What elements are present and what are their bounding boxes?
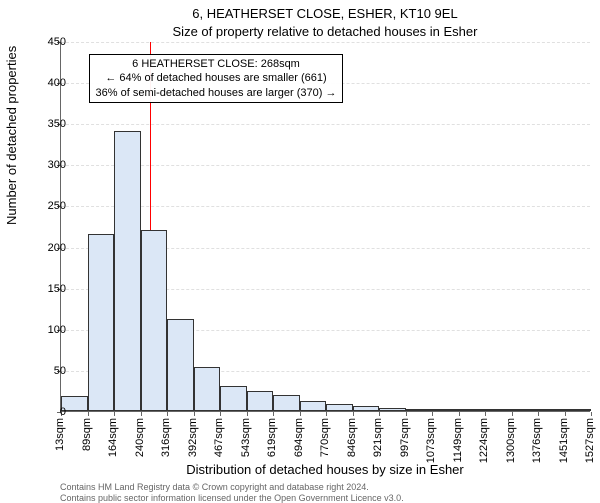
histogram-bar xyxy=(512,409,539,411)
histogram-bar xyxy=(247,391,274,411)
chart-title-line1: 6, HEATHERSET CLOSE, ESHER, KT10 9EL xyxy=(60,6,590,21)
xtick-label: 921sqm xyxy=(372,418,384,457)
xtick-label: 1224sqm xyxy=(478,418,490,463)
histogram-bar xyxy=(300,401,327,411)
xtick-label: 543sqm xyxy=(240,418,252,457)
ytick-label: 350 xyxy=(26,118,66,130)
histogram-bar xyxy=(88,234,115,411)
xtick-label: 1073sqm xyxy=(425,418,437,463)
xtick-mark xyxy=(300,412,301,416)
xtick-mark xyxy=(538,412,539,416)
histogram-bar xyxy=(114,131,141,411)
histogram-bar xyxy=(379,408,406,411)
annotation-line1: 6 HEATHERSET CLOSE: 268sqm xyxy=(94,57,338,71)
histogram-bar xyxy=(485,409,512,411)
histogram-bar xyxy=(167,319,194,411)
y-axis-label: Number of detached properties xyxy=(4,46,19,225)
xtick-label: 164sqm xyxy=(107,418,119,457)
xtick-label: 694sqm xyxy=(293,418,305,457)
ytick-label: 50 xyxy=(26,365,66,377)
ytick-label: 100 xyxy=(26,324,66,336)
xtick-label: 1376sqm xyxy=(531,418,543,463)
xtick-label: 770sqm xyxy=(319,418,331,457)
xtick-mark xyxy=(273,412,274,416)
histogram-bar xyxy=(406,409,433,411)
xtick-mark xyxy=(432,412,433,416)
xtick-mark xyxy=(247,412,248,416)
annotation-line3: 36% of semi-detached houses are larger (… xyxy=(94,86,338,100)
chart-container: 6, HEATHERSET CLOSE, ESHER, KT10 9EL Siz… xyxy=(0,0,600,500)
xtick-label: 619sqm xyxy=(266,418,278,457)
xtick-mark xyxy=(591,412,592,416)
xtick-mark xyxy=(114,412,115,416)
xtick-mark xyxy=(326,412,327,416)
credit-line2: Contains public sector information licen… xyxy=(60,493,404,503)
histogram-bar xyxy=(141,230,168,411)
ytick-label: 0 xyxy=(26,406,66,418)
histogram-bar xyxy=(565,409,592,411)
annotation-box: 6 HEATHERSET CLOSE: 268sqm ← 64% of deta… xyxy=(89,54,343,103)
xtick-mark xyxy=(406,412,407,416)
histogram-bar xyxy=(194,367,221,411)
gridline-h xyxy=(61,124,590,125)
histogram-bar xyxy=(538,409,565,411)
histogram-bar xyxy=(459,409,486,411)
ytick-label: 200 xyxy=(26,242,66,254)
ytick-label: 250 xyxy=(26,200,66,212)
xtick-label: 89sqm xyxy=(81,418,93,451)
xtick-mark xyxy=(194,412,195,416)
xtick-mark xyxy=(88,412,89,416)
xtick-label: 392sqm xyxy=(187,418,199,457)
xtick-mark xyxy=(353,412,354,416)
annotation-line2: ← 64% of detached houses are smaller (66… xyxy=(94,71,338,85)
gridline-h xyxy=(61,42,590,43)
xtick-label: 1527sqm xyxy=(584,418,596,463)
xtick-mark xyxy=(459,412,460,416)
chart-title-line2: Size of property relative to detached ho… xyxy=(60,24,590,39)
histogram-bar xyxy=(273,395,300,411)
xtick-label: 846sqm xyxy=(346,418,358,457)
xtick-mark xyxy=(485,412,486,416)
xtick-label: 1451sqm xyxy=(558,418,570,463)
histogram-bar xyxy=(220,386,247,411)
xtick-label: 1149sqm xyxy=(452,418,464,462)
ytick-label: 400 xyxy=(26,77,66,89)
xtick-label: 997sqm xyxy=(399,418,411,457)
xtick-mark xyxy=(141,412,142,416)
plot-area: 6 HEATHERSET CLOSE: 268sqm ← 64% of deta… xyxy=(60,42,590,412)
xtick-mark xyxy=(512,412,513,416)
xtick-label: 316sqm xyxy=(160,418,172,457)
xtick-mark xyxy=(167,412,168,416)
ytick-label: 150 xyxy=(26,283,66,295)
ytick-label: 300 xyxy=(26,159,66,171)
histogram-bar xyxy=(432,409,459,411)
histogram-bar xyxy=(326,404,353,411)
histogram-bar xyxy=(353,406,380,411)
xtick-label: 240sqm xyxy=(134,418,146,457)
x-axis-label: Distribution of detached houses by size … xyxy=(60,462,590,477)
xtick-label: 1300sqm xyxy=(505,418,517,463)
xtick-mark xyxy=(565,412,566,416)
xtick-label: 13sqm xyxy=(54,418,66,451)
xtick-label: 467sqm xyxy=(213,418,225,457)
credit-line1: Contains HM Land Registry data © Crown c… xyxy=(60,482,369,492)
ytick-label: 450 xyxy=(26,36,66,48)
xtick-mark xyxy=(379,412,380,416)
xtick-mark xyxy=(220,412,221,416)
